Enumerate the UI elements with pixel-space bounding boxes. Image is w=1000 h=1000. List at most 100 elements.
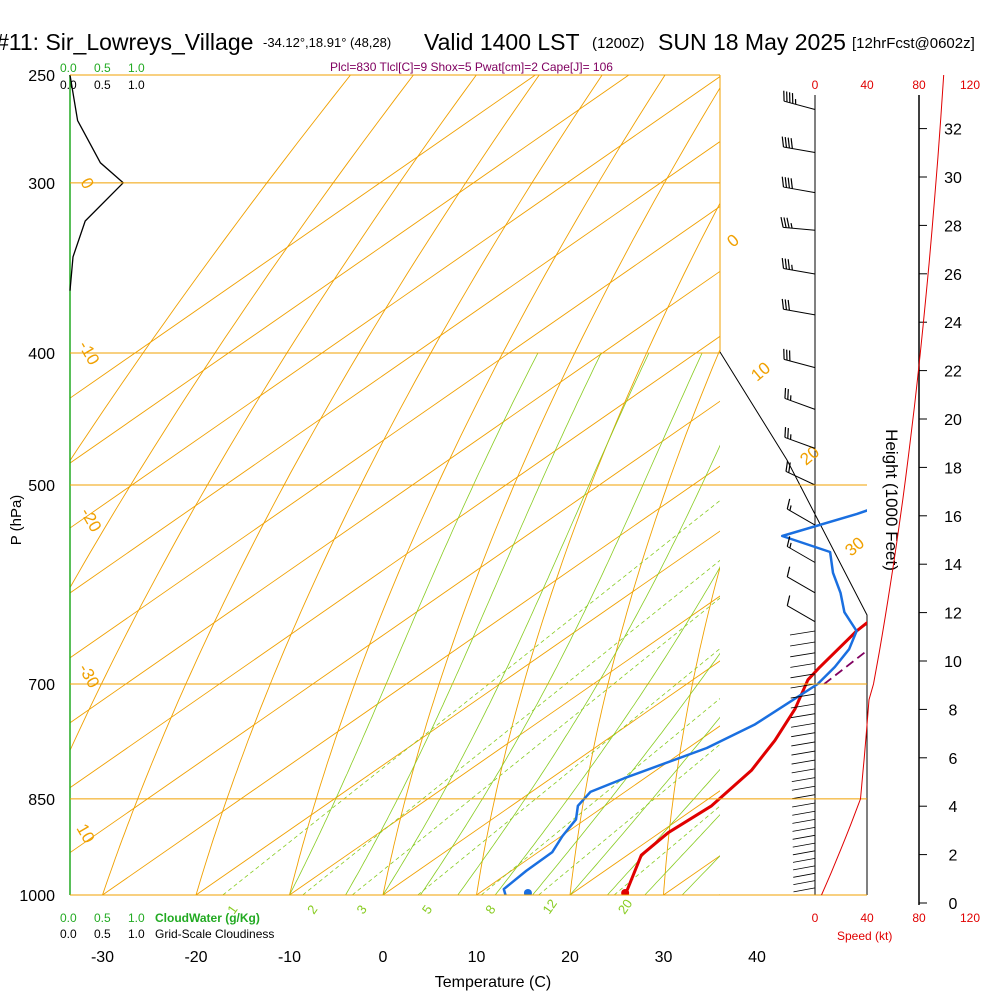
barb-staff xyxy=(787,576,816,594)
wind-barb xyxy=(781,298,816,316)
wind-barb-low-level xyxy=(792,834,816,840)
dry-adiabat-line xyxy=(941,75,1000,895)
speed-tick-top-1: 40 xyxy=(860,78,874,92)
barb-feather xyxy=(785,461,789,472)
moist-adiabat-line xyxy=(494,566,720,895)
isotherm-line xyxy=(70,75,630,464)
dry-adiabat-line xyxy=(663,565,720,895)
temperature-tick-label: -30 xyxy=(91,949,114,966)
barb-staff xyxy=(784,397,816,410)
cloudwater-tick-top-1: 0.5 xyxy=(94,61,111,75)
mixing-ratio-line xyxy=(302,559,720,895)
barb-half-feather xyxy=(790,222,793,229)
speed-profile-line xyxy=(821,74,945,896)
wind-barb-low-level xyxy=(792,842,816,848)
wind-barb xyxy=(786,595,816,623)
dry-adiabat-line xyxy=(195,75,603,895)
mixing-ratio-line xyxy=(352,597,720,895)
wind-barb-low-level xyxy=(790,703,816,709)
wind-barb-low-level xyxy=(792,802,816,808)
mixing-ratio-label: 12 xyxy=(539,896,560,916)
height-tick-label: 18 xyxy=(944,460,962,477)
wind-barb-low-level xyxy=(791,777,816,783)
speed-tick-top-3: 120 xyxy=(960,78,980,92)
barb-feather xyxy=(780,217,784,228)
barb-feather xyxy=(784,177,788,188)
barb-staff xyxy=(785,471,816,486)
cloudwater-tick-bottom-1: 0.5 xyxy=(94,911,111,925)
cloudiness-tick-bottom-1: 0.5 xyxy=(94,927,111,941)
barb-feather xyxy=(790,178,793,189)
dry-adiabat-line xyxy=(70,75,477,752)
isotherm-line xyxy=(70,75,536,399)
station-coords: -34.12°,18.91° (48,28) xyxy=(263,35,391,50)
zulu-time: (1200Z) xyxy=(592,35,645,52)
cloudwater-tick-bottom-2: 1.0 xyxy=(128,911,145,925)
isotherm-label: 0 xyxy=(723,230,742,251)
wind-barb-low-level xyxy=(789,630,816,636)
isotherm-label: 10 xyxy=(747,358,774,385)
y-axis-title: P (hPa) xyxy=(8,495,25,546)
mixing-ratio-label: 5 xyxy=(419,902,435,917)
height-tick-label: 22 xyxy=(944,364,962,381)
pressure-tick-label: 500 xyxy=(28,478,55,495)
dry-adiabat-line xyxy=(289,75,666,895)
speed-tick-bottom-1: 40 xyxy=(860,911,874,925)
valid-date: SUN 18 May 2025 xyxy=(658,29,846,55)
height-tick-label: 12 xyxy=(944,606,962,623)
cloudwater-tick-top-2: 1.0 xyxy=(128,61,145,75)
barb-feather xyxy=(781,258,785,269)
height-tick-label: 8 xyxy=(949,702,958,719)
tropopause-outline xyxy=(719,351,868,895)
cloudiness-tick-top-2: 1.0 xyxy=(128,78,145,92)
barb-staff xyxy=(784,436,816,449)
height-tick-label: 14 xyxy=(944,557,962,574)
wind-barb-low-level xyxy=(793,880,816,886)
height-axis-title: Height (1000 Feet) xyxy=(882,429,901,571)
wind-barb-low-level xyxy=(790,673,816,679)
wind-barb-low-level xyxy=(792,858,816,863)
barb-half-feather xyxy=(791,264,793,271)
wind-barbs xyxy=(780,90,816,893)
barb-feather xyxy=(781,298,785,310)
wind-barb-low-level xyxy=(793,887,816,893)
dewpoint-line xyxy=(502,509,867,895)
barb-feather xyxy=(787,299,790,311)
wind-barb-low-level xyxy=(793,865,816,871)
mixing-ratio-line xyxy=(481,698,720,895)
barb-feather xyxy=(787,137,790,149)
speed-tick-bottom-0: 0 xyxy=(812,911,819,925)
isotherm-line xyxy=(851,75,1000,895)
wind-barb xyxy=(784,426,816,449)
barb-feather xyxy=(784,299,788,310)
barb-feather xyxy=(784,137,788,148)
wind-barb xyxy=(781,136,816,153)
wind-barb-low-level xyxy=(791,722,816,728)
moist-adiabat-line xyxy=(719,894,720,895)
wind-barb-low-level xyxy=(790,652,816,658)
isotherm-label: 10 xyxy=(73,821,99,847)
wind-barb-low-level xyxy=(791,732,816,738)
barb-feather xyxy=(787,177,790,189)
barb-feather xyxy=(786,595,791,606)
barb-feather xyxy=(783,217,787,228)
isotherm-line xyxy=(195,530,720,895)
pressure-tick-label: 250 xyxy=(28,68,55,85)
barb-feather xyxy=(788,462,791,473)
moist-adiabat-line xyxy=(569,716,720,895)
pressure-tick-label: 400 xyxy=(28,346,55,363)
height-tick-label: 6 xyxy=(949,751,958,768)
mixing-ratio-line xyxy=(538,743,720,895)
wind-barb-low-level xyxy=(792,818,816,824)
wind-barb-low-level xyxy=(790,693,816,699)
wind-barb-low-level xyxy=(790,683,816,689)
sounding-series xyxy=(502,509,867,895)
cloudiness-tick-bottom-0: 0.0 xyxy=(60,927,77,941)
barb-half-feather xyxy=(789,542,792,549)
forecast-label: [12hrFcst@0602z] xyxy=(852,35,975,52)
isotherm-line xyxy=(476,725,720,895)
barb-half-feather xyxy=(789,505,792,511)
